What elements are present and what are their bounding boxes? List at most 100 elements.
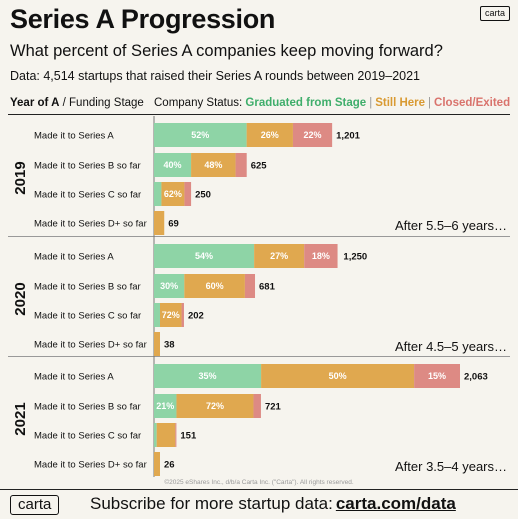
bar-segment-still-here bbox=[161, 182, 185, 206]
funding-stage-label: / Funding Stage bbox=[59, 97, 144, 109]
segment-percent-label: 72% bbox=[162, 310, 180, 320]
bar-total-label: 250 bbox=[195, 190, 211, 201]
row-label: Made it to Series D+ so far bbox=[34, 460, 147, 471]
data-description: Data: 4,514 startups that raised their S… bbox=[10, 69, 420, 83]
bar-segment-graduated bbox=[154, 244, 255, 268]
status-legend: Company Status: Graduated from Stage | Sti… bbox=[154, 97, 510, 109]
year-label-2019: 2019 bbox=[12, 161, 29, 194]
bar-segment-still-here bbox=[154, 452, 160, 476]
bar-segment-still-here bbox=[246, 123, 293, 147]
segment-percent-label: 27% bbox=[270, 251, 288, 261]
row-axis-legend: Year of A / Funding Stage bbox=[10, 97, 144, 109]
segment-percent-label: 50% bbox=[329, 371, 347, 381]
duration-note: After 5.5–6 years… bbox=[395, 218, 507, 233]
bar-segment-closed bbox=[184, 182, 192, 206]
subscribe-link[interactable]: carta.com/data bbox=[335, 494, 456, 513]
status-legend-title: Company Status: bbox=[154, 97, 246, 109]
bar-total-label: 26 bbox=[164, 460, 175, 471]
bar-total-label: 721 bbox=[265, 402, 282, 413]
chart-title: Series A Progression bbox=[10, 4, 276, 34]
stacked-bar-chart: 2019 Made it to Series A 52% 26% 22% 1,201 Mad… bbox=[12, 116, 507, 477]
chart-subtitle: What percent of Series A companies keep … bbox=[10, 42, 443, 60]
legend-separator: | bbox=[428, 97, 432, 109]
segment-percent-label: 35% bbox=[199, 371, 217, 381]
segment-percent-label: 15% bbox=[428, 371, 446, 381]
bar-segment-closed bbox=[244, 274, 256, 298]
bar-total-label: 1,201 bbox=[336, 131, 360, 142]
legend-still-here: Still Here bbox=[375, 97, 426, 109]
row-label: Made it to Series A bbox=[34, 252, 114, 263]
row-label: Made it to Series D+ so far bbox=[34, 219, 147, 230]
bar-segment-still-here bbox=[254, 244, 305, 268]
bar-segment-graduated bbox=[154, 364, 262, 388]
row-label: Made it to Series B so far bbox=[34, 161, 141, 172]
segment-percent-label: 21% bbox=[156, 401, 174, 411]
bar-segment-graduated bbox=[154, 123, 247, 147]
header-rule bbox=[8, 114, 510, 115]
row-label: Made it to Series D+ so far bbox=[34, 340, 147, 351]
year-label-2021: 2021 bbox=[12, 402, 29, 435]
bar-segment-graduated bbox=[154, 153, 192, 177]
copyright-text: ©2025 eShares Inc., d/b/a Carta Inc. ("C… bbox=[164, 479, 354, 486]
bar-total-label: 2,063 bbox=[464, 372, 488, 383]
segment-percent-label: 18% bbox=[312, 251, 330, 261]
segment-percent-label: 72% bbox=[206, 401, 224, 411]
bar-segment-still-here bbox=[184, 274, 245, 298]
bar-segment-closed bbox=[292, 123, 333, 147]
subscribe-label: Subscribe for more startup data: bbox=[90, 494, 333, 513]
bar-segment-graduated bbox=[154, 423, 157, 447]
duration-note: After 3.5–4 years… bbox=[395, 459, 507, 474]
bar-total-label: 38 bbox=[164, 340, 175, 351]
year-label-2020: 2020 bbox=[12, 282, 29, 315]
legend-closed: Closed/Exited bbox=[434, 97, 511, 109]
segment-percent-label: 54% bbox=[195, 251, 213, 261]
bar-segment-graduated bbox=[154, 394, 177, 418]
bar-segment-still-here bbox=[154, 211, 165, 235]
bar-segment-still-here bbox=[154, 332, 160, 356]
bar-total-label: 151 bbox=[180, 431, 197, 442]
bar-total-label: 625 bbox=[251, 161, 268, 172]
row-label: Made it to Series A bbox=[34, 131, 114, 142]
bar-total-label: 69 bbox=[168, 219, 179, 230]
segment-percent-label: 30% bbox=[160, 281, 178, 291]
year-separator bbox=[8, 236, 510, 237]
segment-percent-label: 62% bbox=[164, 189, 182, 199]
bar-segment-graduated bbox=[154, 274, 185, 298]
year-separator bbox=[8, 356, 510, 357]
bar-segment-closed bbox=[175, 423, 177, 447]
bar-segment-closed bbox=[235, 153, 247, 177]
bar-segment-still-here bbox=[176, 394, 254, 418]
bar-segment-graduated bbox=[154, 182, 162, 206]
row-label: Made it to Series B so far bbox=[34, 282, 141, 293]
row-label: Made it to Series C so far bbox=[34, 431, 141, 442]
bar-segment-still-here bbox=[261, 364, 415, 388]
subscribe-text: Subscribe for more startup data: carta.co… bbox=[90, 494, 456, 514]
segment-percent-label: 60% bbox=[206, 281, 224, 291]
bar-total-label: 202 bbox=[188, 311, 204, 322]
duration-note: After 4.5–5 years… bbox=[395, 339, 507, 354]
bar-segment-closed bbox=[181, 303, 184, 327]
carta-logo-top: carta bbox=[479, 6, 510, 21]
bar-segment-still-here bbox=[159, 303, 182, 327]
bar-total-label: 1,250 bbox=[343, 252, 367, 263]
segment-percent-label: 26% bbox=[261, 130, 279, 140]
segment-percent-label: 22% bbox=[304, 130, 322, 140]
bar-segment-still-here bbox=[191, 153, 236, 177]
bar-segment-closed bbox=[253, 394, 261, 418]
legend-separator: | bbox=[369, 97, 373, 109]
year-of-a-label: Year of A bbox=[10, 97, 60, 109]
bar-segment-still-here bbox=[156, 423, 176, 447]
legend-graduated: Graduated from Stage bbox=[245, 97, 367, 109]
carta-logo-bottom: carta bbox=[10, 495, 60, 515]
bar-total-label: 681 bbox=[259, 282, 276, 293]
row-label: Made it to Series B so far bbox=[34, 402, 141, 413]
row-label: Made it to Series C so far bbox=[34, 190, 141, 201]
bar-segment-graduated bbox=[154, 303, 160, 327]
bar-segment-closed bbox=[304, 244, 338, 268]
segment-percent-label: 52% bbox=[191, 130, 209, 140]
segment-percent-label: 40% bbox=[164, 160, 182, 170]
footer-bar: carta Subscribe for more startup data: ca… bbox=[0, 489, 518, 519]
bar-segment-closed bbox=[414, 364, 460, 388]
row-label: Made it to Series A bbox=[34, 372, 114, 383]
row-label: Made it to Series C so far bbox=[34, 311, 141, 322]
